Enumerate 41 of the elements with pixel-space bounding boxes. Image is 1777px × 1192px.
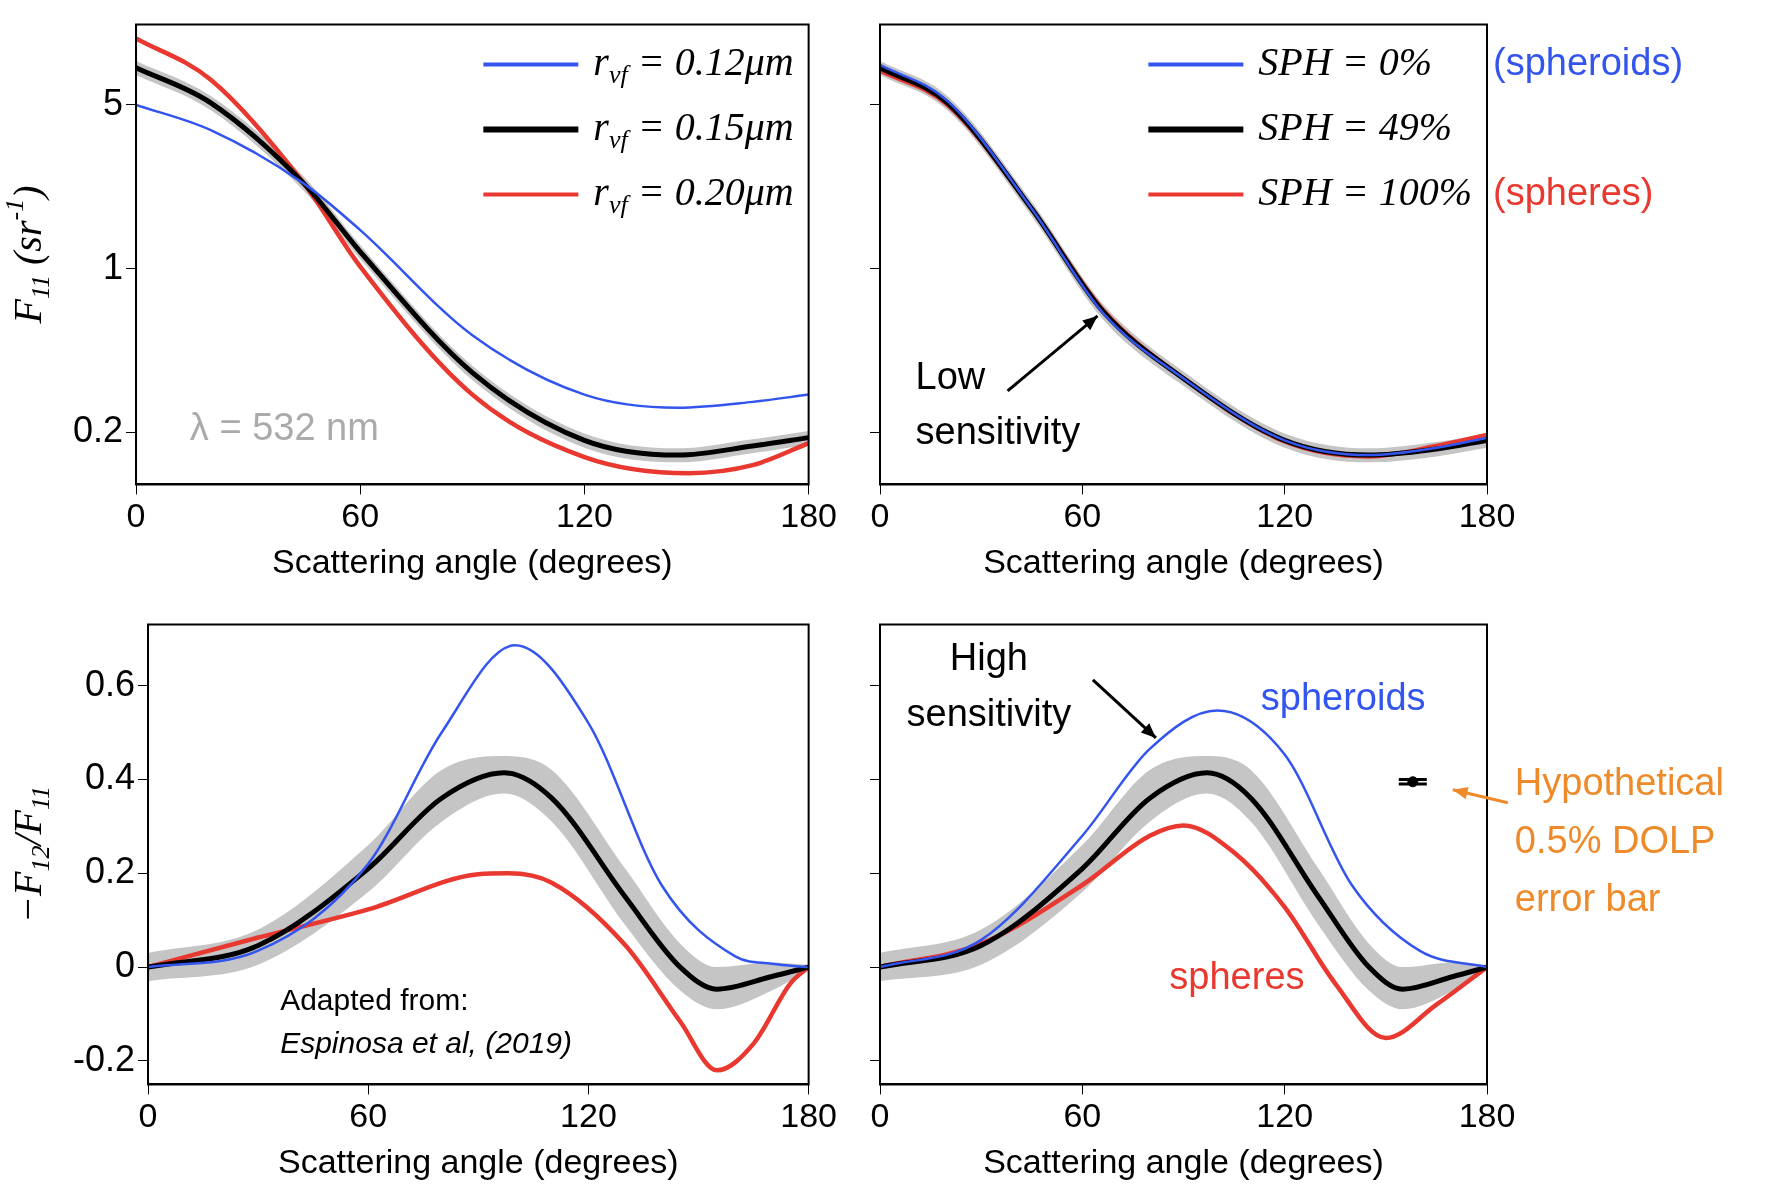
x-tick-label: 180 bbox=[780, 1096, 837, 1135]
y-tick-label: 5 bbox=[103, 81, 124, 123]
annotation: Espinosa et al, (2019) bbox=[280, 1026, 572, 1060]
y-tick-label: 0.2 bbox=[84, 850, 136, 892]
y-tick-label: 0.6 bbox=[84, 662, 136, 704]
x-axis-title: Scattering angle (degrees) bbox=[272, 541, 673, 580]
text: (spheres) bbox=[1493, 171, 1654, 214]
y-axis-title: F11 (sr-1) bbox=[0, 185, 55, 325]
legend-label: SPH = 0% bbox=[1258, 39, 1433, 85]
x-tick-label: 180 bbox=[1458, 1096, 1516, 1135]
x-tick-label: 180 bbox=[1458, 496, 1516, 535]
annotation: Low sensitivity bbox=[915, 355, 1081, 453]
x-tick-label: 60 bbox=[349, 1096, 388, 1135]
annotation: Hypothetical 0.5% DOLP error bar bbox=[1514, 761, 1724, 920]
y-axis-title: −F12/F11 bbox=[4, 785, 55, 924]
x-tick-label: 120 bbox=[1256, 1096, 1314, 1135]
annotation: spheres bbox=[1169, 955, 1305, 998]
x-tick-label: 60 bbox=[1063, 496, 1102, 535]
annotation: High sensitivity bbox=[906, 636, 1072, 735]
y-tick-label: 0.2 bbox=[73, 409, 124, 451]
y-tick-label: -0.2 bbox=[72, 1037, 136, 1079]
x-axis-title: Scattering angle (degrees) bbox=[277, 1141, 679, 1180]
annotation: spheroids bbox=[1260, 676, 1426, 719]
x-tick-label: 0 bbox=[870, 496, 890, 535]
x-tick-label: 120 bbox=[1256, 496, 1314, 535]
y-tick-label: 1 bbox=[103, 245, 124, 287]
x-tick-label: 60 bbox=[341, 496, 380, 535]
x-axis-title: Scattering angle (degrees) bbox=[983, 1141, 1384, 1180]
text: (spheroids) bbox=[1493, 41, 1684, 84]
x-tick-label: 180 bbox=[780, 496, 837, 535]
x-tick-label: 60 bbox=[1063, 1096, 1102, 1135]
legend-label: SPH = 49% bbox=[1258, 104, 1453, 150]
annotation: λ = 532 nm bbox=[189, 405, 379, 448]
y-tick-label: 0 bbox=[115, 944, 136, 986]
annotation: Adapted from: bbox=[280, 982, 469, 1016]
x-tick-label: 120 bbox=[556, 496, 613, 535]
x-axis-title: Scattering angle (degrees) bbox=[983, 541, 1384, 580]
y-tick-label: 0.4 bbox=[84, 756, 136, 798]
x-tick-label: 120 bbox=[560, 1096, 617, 1135]
legend-label: SPH = 100% bbox=[1258, 169, 1473, 215]
x-tick-label: 0 bbox=[870, 1096, 890, 1135]
